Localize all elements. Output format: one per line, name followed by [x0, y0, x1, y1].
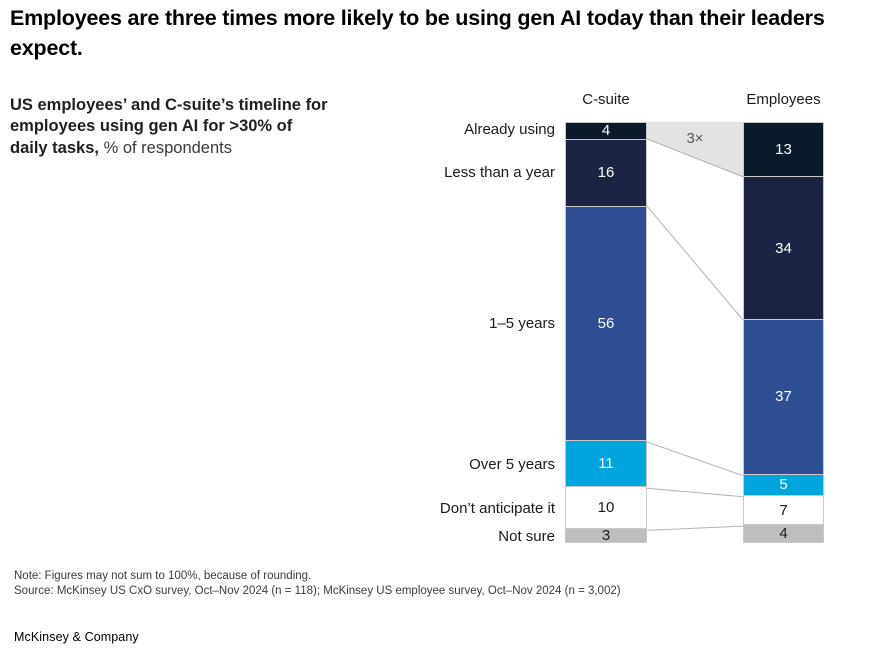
bar-segment-employees-1: 13 [744, 123, 823, 178]
bar-segment-employees-2: 34 [744, 177, 823, 320]
ratio-band-edge [647, 138, 743, 178]
segment-connector-line [647, 525, 743, 531]
category-label: Over 5 years [469, 456, 555, 474]
connector-band: 3× [647, 122, 743, 531]
column-header-csuite: C-suite [582, 91, 630, 108]
bar-segment-c-suite-5: 10 [566, 487, 646, 530]
bar-segment-employees-5: 7 [744, 495, 823, 526]
segment-connector-line [647, 205, 743, 321]
mckinsey-logo: McKinsey & Company [14, 630, 139, 644]
bar-segment-c-suite-6: 3 [566, 527, 646, 544]
stacked-bar-csuite: 4 16 56 11 10 3 [565, 122, 647, 544]
bar-segment-employees-3: 37 [744, 319, 823, 475]
chart-subtitle-unit: % of respondents [98, 138, 232, 157]
bar-segment-employees-4: 5 [744, 474, 823, 496]
chart-subtitle: US employees’ and C-suite’s timeline for… [10, 95, 328, 159]
bar-segment-c-suite-1: 4 [566, 122, 646, 140]
category-label: Don’t anticipate it [439, 500, 555, 518]
category-label: Less than a year [444, 163, 555, 181]
page-title: Employees are three times more likely to… [10, 6, 825, 60]
category-label: Not sure [498, 527, 555, 545]
stacked-bar-employees: 13 34 37 5 7 4 [743, 122, 824, 543]
segment-connector-line [647, 441, 743, 477]
column-header-employees: Employees [746, 91, 821, 108]
chart-source: Source: McKinsey US CxO survey, Oct–Nov … [14, 585, 621, 597]
category-label: Already using [464, 121, 555, 139]
category-label: 1–5 years [489, 315, 555, 333]
chart-note: Note: Figures may not sum to 100%, becau… [14, 570, 312, 582]
bar-segment-c-suite-3: 56 [566, 206, 646, 442]
ratio-band [647, 122, 743, 177]
ratio-annotation: 3× [686, 130, 703, 147]
bar-segment-employees-6: 4 [744, 525, 823, 542]
chart-subtitle-bold: US employees’ and C-suite’s timeline for… [10, 96, 328, 157]
bar-segment-c-suite-4: 11 [566, 441, 646, 488]
bar-segment-c-suite-2: 16 [566, 139, 646, 207]
segment-connector-line [647, 487, 743, 498]
